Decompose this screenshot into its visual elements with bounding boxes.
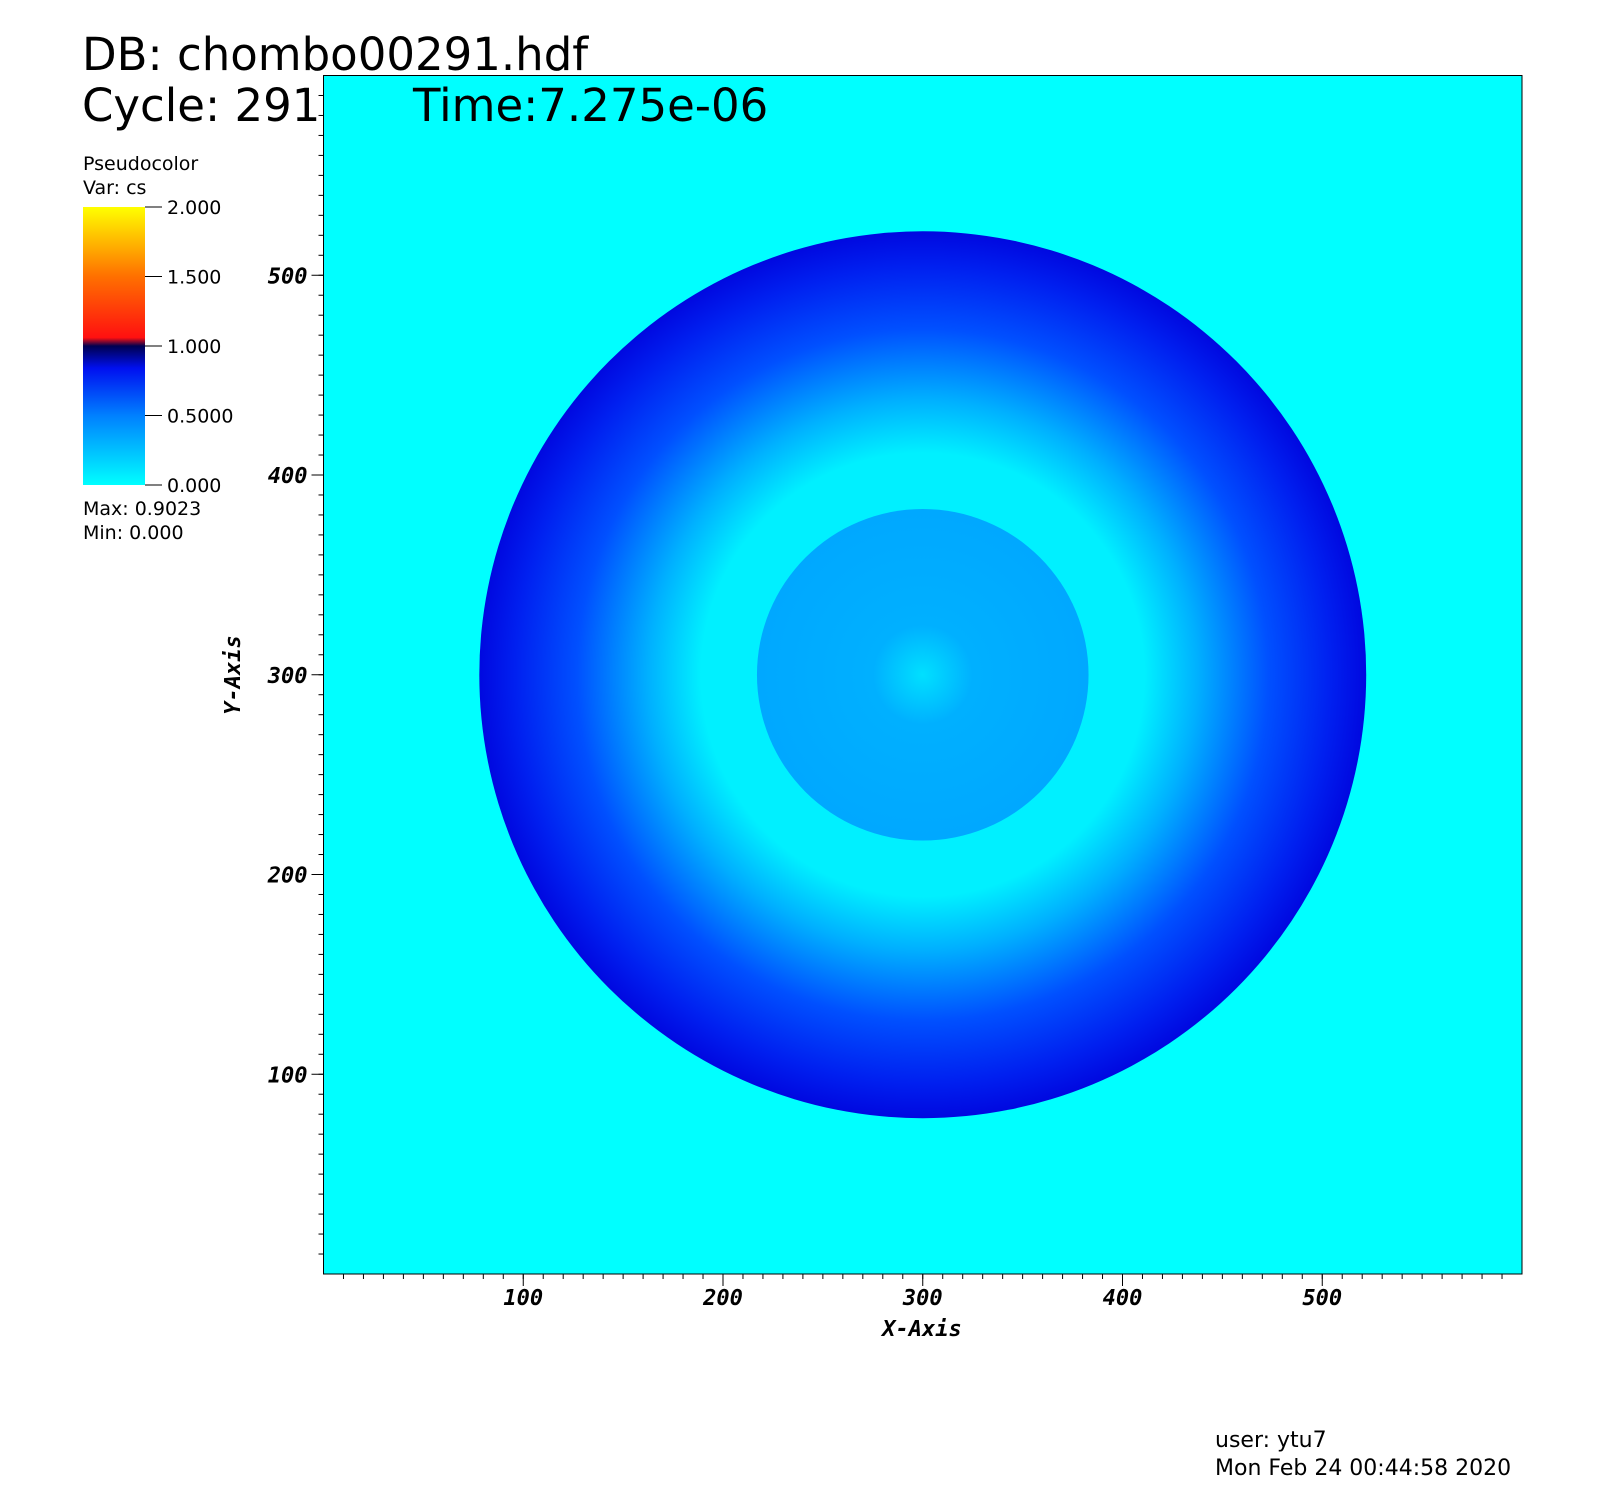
legend-title: Pseudocolor bbox=[83, 153, 198, 175]
time-label: Time:7.275e-06 bbox=[412, 79, 768, 132]
y-tick-label: 100 bbox=[268, 1063, 308, 1088]
database-label: DB: chombo00291.hdf bbox=[82, 28, 589, 81]
colorbar-tick-label: 0.000 bbox=[167, 475, 221, 497]
y-tick-label: 500 bbox=[268, 264, 308, 289]
x-tick-label: 300 bbox=[902, 1286, 943, 1311]
y-tick-label: 200 bbox=[267, 864, 308, 889]
x-tick-label: 500 bbox=[1302, 1286, 1342, 1311]
x-tick-label: 200 bbox=[702, 1286, 743, 1311]
colorbar-tick-label: 1.000 bbox=[167, 336, 221, 358]
y-axis-label: Y-Axis bbox=[221, 635, 246, 714]
y-tick-label: 300 bbox=[267, 664, 308, 689]
colorbar bbox=[83, 207, 145, 485]
cycle-label: Cycle: 291 bbox=[82, 79, 320, 132]
inner-core bbox=[756, 508, 1089, 841]
legend-variable: Var: cs bbox=[83, 177, 146, 199]
plot-area bbox=[323, 75, 1523, 1275]
y-tick-label: 400 bbox=[268, 464, 308, 489]
date-label: Mon Feb 24 00:44:58 2020 bbox=[1215, 1456, 1511, 1481]
colorbar-tick-label: 0.5000 bbox=[167, 406, 233, 428]
x-tick-label: 400 bbox=[1103, 1286, 1143, 1311]
x-tick-label: 100 bbox=[503, 1286, 543, 1311]
colorbar-tick-label: 2.000 bbox=[167, 197, 221, 219]
legend-min: Min: 0.000 bbox=[83, 522, 184, 544]
user-label: user: ytu7 bbox=[1215, 1428, 1327, 1453]
legend-max: Max: 0.9023 bbox=[83, 498, 201, 520]
x-axis-label: X-Axis bbox=[880, 1317, 961, 1342]
colorbar-tick-label: 1.500 bbox=[167, 267, 221, 289]
